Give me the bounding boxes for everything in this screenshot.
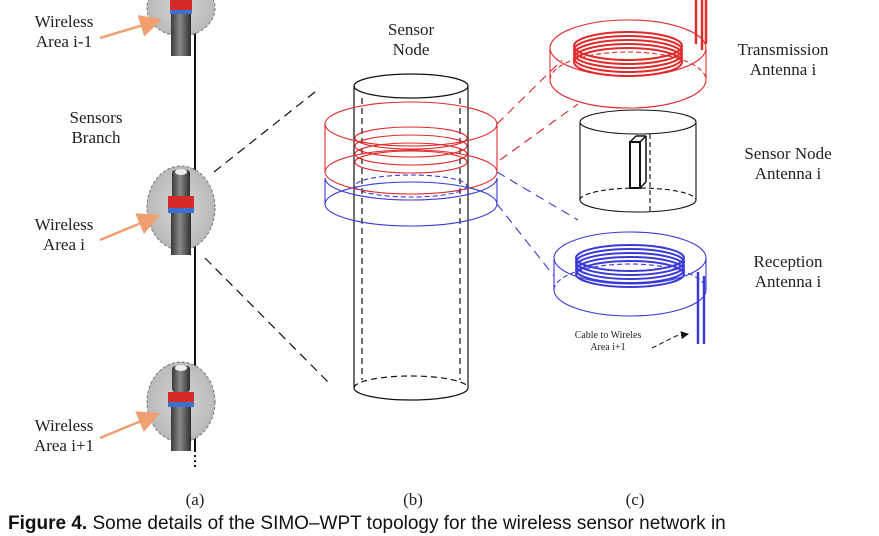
label-sensor-node-antenna: Sensor Node Antenna i — [733, 144, 843, 184]
label-line: Cable to Wireles — [574, 330, 642, 341]
panel-a-tag: (a) — [185, 490, 205, 509]
label-line: Antenna i — [754, 164, 822, 183]
label-line: Wireless — [34, 12, 94, 31]
label-line: Sensors — [69, 108, 123, 127]
label-line: Wireless — [34, 215, 94, 234]
diagram-artwork — [99, 0, 708, 470]
label-line: Area i — [42, 235, 85, 254]
panel-c-tag: (c) — [625, 490, 645, 509]
label-line: Sensor Node — [744, 144, 832, 163]
label-line: Node — [392, 40, 430, 59]
caption-figure-number: Figure 4. — [8, 513, 88, 534]
label-line: Area i-1 — [35, 32, 93, 51]
label-wireless-area-next: Wireless Area i+1 — [22, 416, 106, 456]
cable-arrow — [651, 331, 689, 349]
label-line: Transmission — [737, 40, 829, 59]
label-reception-antenna: Reception Antenna i — [733, 252, 843, 292]
label-cable: Cable to Wireles Area i+1 — [560, 330, 656, 354]
label-line: Branch — [71, 128, 121, 147]
label-line: Area i+1 — [33, 436, 95, 455]
sensor-node-bottom — [146, 361, 216, 451]
label-wireless-area-i: Wireless Area i — [22, 215, 106, 255]
label-transmission-antenna: Transmission Antenna i — [728, 40, 838, 80]
label-sensors-branch: Sensors Branch — [54, 108, 138, 148]
sensor-node-antenna — [579, 109, 697, 213]
sensor-node-cylinder — [353, 73, 469, 401]
sensor-node-middle — [146, 165, 216, 255]
reception-antenna — [553, 231, 707, 344]
label-line: Antenna i — [754, 272, 822, 291]
label-line: Area i+1 — [590, 342, 626, 353]
blue-ring-b — [324, 174, 498, 227]
label-sensor-node: Sensor Node — [366, 20, 456, 60]
label-line: Antenna i — [749, 60, 817, 79]
label-line: Wireless — [34, 416, 94, 435]
caption-text: Some details of the SIMO–WPT topology fo… — [87, 513, 726, 534]
zoom-lines-a-to-b — [204, 87, 331, 385]
sensor-node-top — [146, 0, 216, 56]
panel-b-tag: (b) — [403, 490, 423, 509]
zoom-lines-b-to-c — [496, 59, 579, 277]
figure-caption: Figure 4. Some details of the SIMO–WPT t… — [8, 512, 874, 536]
label-line: Sensor — [387, 20, 435, 39]
red-ring-b — [324, 101, 498, 195]
transmission-antenna — [549, 0, 708, 109]
label-line: Reception — [753, 252, 823, 271]
wireless-area-arrows — [99, 14, 163, 440]
label-wireless-area-prev: Wireless Area i-1 — [22, 12, 106, 52]
